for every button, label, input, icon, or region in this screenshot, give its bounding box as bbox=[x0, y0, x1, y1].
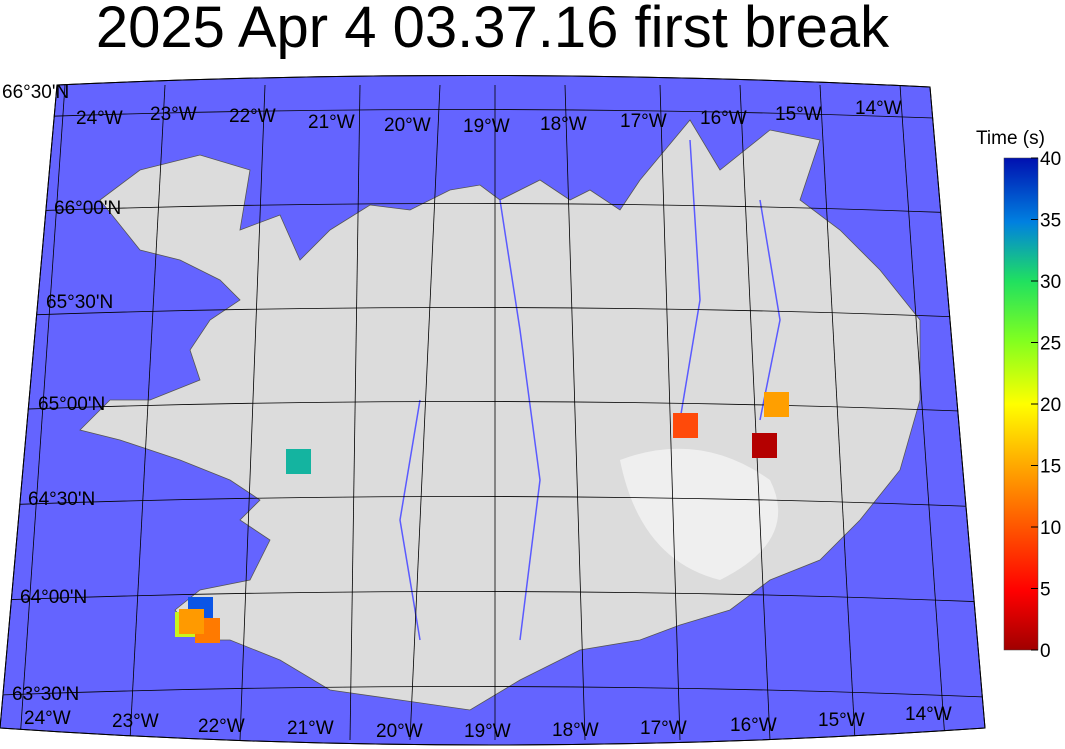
lat-label: 64°00'N bbox=[20, 587, 87, 608]
lon-label: 17°W bbox=[620, 111, 667, 132]
station-marker[interactable] bbox=[179, 609, 204, 634]
lon-label: 20°W bbox=[376, 721, 423, 742]
lon-label: 18°W bbox=[552, 720, 599, 741]
station-marker[interactable] bbox=[673, 413, 698, 438]
colorbar-label: Time (s) bbox=[976, 128, 1045, 149]
colorbar-tick-label: 35 bbox=[1040, 211, 1061, 232]
colorbar-tick-label: 40 bbox=[1040, 149, 1061, 170]
lon-label: 19°W bbox=[463, 116, 510, 137]
lat-label: 64°30'N bbox=[28, 489, 95, 510]
station-markers bbox=[175, 392, 789, 643]
station-marker[interactable] bbox=[752, 433, 777, 458]
lon-label: 23°W bbox=[112, 711, 159, 732]
colorbar-tick-label: 0 bbox=[1040, 641, 1051, 662]
lat-label: 66°00'N bbox=[54, 198, 121, 219]
lon-label: 21°W bbox=[308, 112, 355, 133]
rivers bbox=[399, 139, 781, 641]
lat-label: 66°30'N bbox=[2, 82, 69, 103]
colorbar-tick-label: 5 bbox=[1040, 580, 1051, 601]
lon-label: 22°W bbox=[198, 716, 245, 737]
lon-label: 23°W bbox=[150, 104, 197, 125]
lon-label: 15°W bbox=[775, 104, 822, 125]
colorbar-tick-label: 30 bbox=[1040, 272, 1061, 293]
lon-label: 14°W bbox=[905, 704, 952, 725]
lon-label: 19°W bbox=[464, 721, 511, 742]
lon-label: 17°W bbox=[640, 718, 687, 739]
lon-label: 14°W bbox=[855, 98, 902, 119]
lon-label: 20°W bbox=[384, 115, 431, 136]
lon-label: 22°W bbox=[229, 106, 276, 127]
top-longitude-labels: 24°W 23°W 22°W 21°W 20°W 19°W 18°W 17°W … bbox=[76, 98, 902, 137]
lon-label: 21°W bbox=[287, 718, 334, 739]
map-title: 2025 Apr 4 03.37.16 first break bbox=[95, 0, 890, 60]
lat-label: 65°00'N bbox=[38, 394, 105, 415]
lon-label: 16°W bbox=[700, 108, 747, 129]
lon-label: 18°W bbox=[540, 114, 587, 135]
lat-label: 63°30'N bbox=[12, 684, 79, 705]
colorbar-tick-label: 10 bbox=[1040, 518, 1061, 539]
colorbar-tick-label: 25 bbox=[1040, 334, 1061, 355]
colorbar: Time (s) 0 5 10 15 20 25 30 35 40 bbox=[976, 128, 1061, 662]
lon-label: 24°W bbox=[24, 708, 71, 729]
lon-label: 24°W bbox=[76, 108, 123, 129]
station-marker[interactable] bbox=[286, 449, 311, 474]
lon-label: 16°W bbox=[730, 715, 777, 736]
station-marker[interactable] bbox=[764, 392, 789, 417]
glacier bbox=[620, 448, 779, 580]
lat-label: 65°30'N bbox=[46, 292, 113, 313]
bottom-longitude-labels: 24°W 23°W 22°W 21°W 20°W 19°W 18°W 17°W … bbox=[24, 704, 952, 742]
colorbar-tick-label: 15 bbox=[1040, 457, 1061, 478]
lon-label: 15°W bbox=[818, 710, 865, 731]
graticule bbox=[0, 84, 985, 741]
latitude-labels: 66°30'N 66°00'N 65°30'N 65°00'N 64°30'N … bbox=[2, 82, 121, 705]
colorbar-tick-label: 20 bbox=[1040, 395, 1061, 416]
